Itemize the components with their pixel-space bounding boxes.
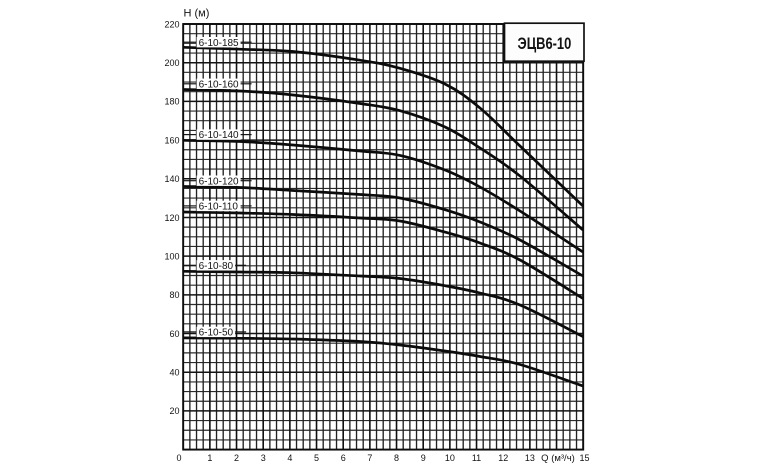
svg-text:6-10-80: 6-10-80 xyxy=(199,261,234,272)
svg-text:160: 160 xyxy=(164,135,179,145)
svg-text:7: 7 xyxy=(367,453,372,463)
svg-text:60: 60 xyxy=(169,329,179,339)
svg-text:40: 40 xyxy=(169,368,179,378)
svg-text:8: 8 xyxy=(394,453,399,463)
svg-text:180: 180 xyxy=(164,97,179,107)
svg-text:80: 80 xyxy=(169,290,179,300)
svg-text:6-10-120: 6-10-120 xyxy=(199,176,239,187)
svg-text:6-10-50: 6-10-50 xyxy=(199,328,234,339)
svg-text:12: 12 xyxy=(498,453,508,463)
svg-text:9: 9 xyxy=(421,453,426,463)
svg-text:4: 4 xyxy=(287,453,292,463)
svg-text:3: 3 xyxy=(261,453,266,463)
svg-text:2: 2 xyxy=(234,453,239,463)
svg-text:1: 1 xyxy=(207,453,212,463)
svg-text:120: 120 xyxy=(164,213,179,223)
svg-text:6-10-110: 6-10-110 xyxy=(199,202,239,213)
svg-text:100: 100 xyxy=(164,251,179,261)
svg-text:6-10-185: 6-10-185 xyxy=(199,38,239,49)
svg-text:20: 20 xyxy=(169,406,179,416)
svg-text:140: 140 xyxy=(164,174,179,184)
svg-text:Q (м³/ч): Q (м³/ч) xyxy=(541,453,575,464)
svg-text:13: 13 xyxy=(525,453,535,463)
svg-text:200: 200 xyxy=(164,58,179,68)
svg-text:ЭЦВ6-10: ЭЦВ6-10 xyxy=(518,34,572,53)
svg-text:10: 10 xyxy=(445,453,455,463)
svg-text:220: 220 xyxy=(164,19,179,29)
svg-text:Н (м): Н (м) xyxy=(184,7,210,19)
svg-text:15: 15 xyxy=(579,453,589,463)
svg-text:6-10-140: 6-10-140 xyxy=(199,130,239,141)
svg-text:5: 5 xyxy=(314,453,319,463)
svg-text:6-10-160: 6-10-160 xyxy=(199,80,239,91)
svg-text:6: 6 xyxy=(341,453,346,463)
svg-text:0: 0 xyxy=(176,453,181,463)
svg-text:11: 11 xyxy=(472,453,481,463)
